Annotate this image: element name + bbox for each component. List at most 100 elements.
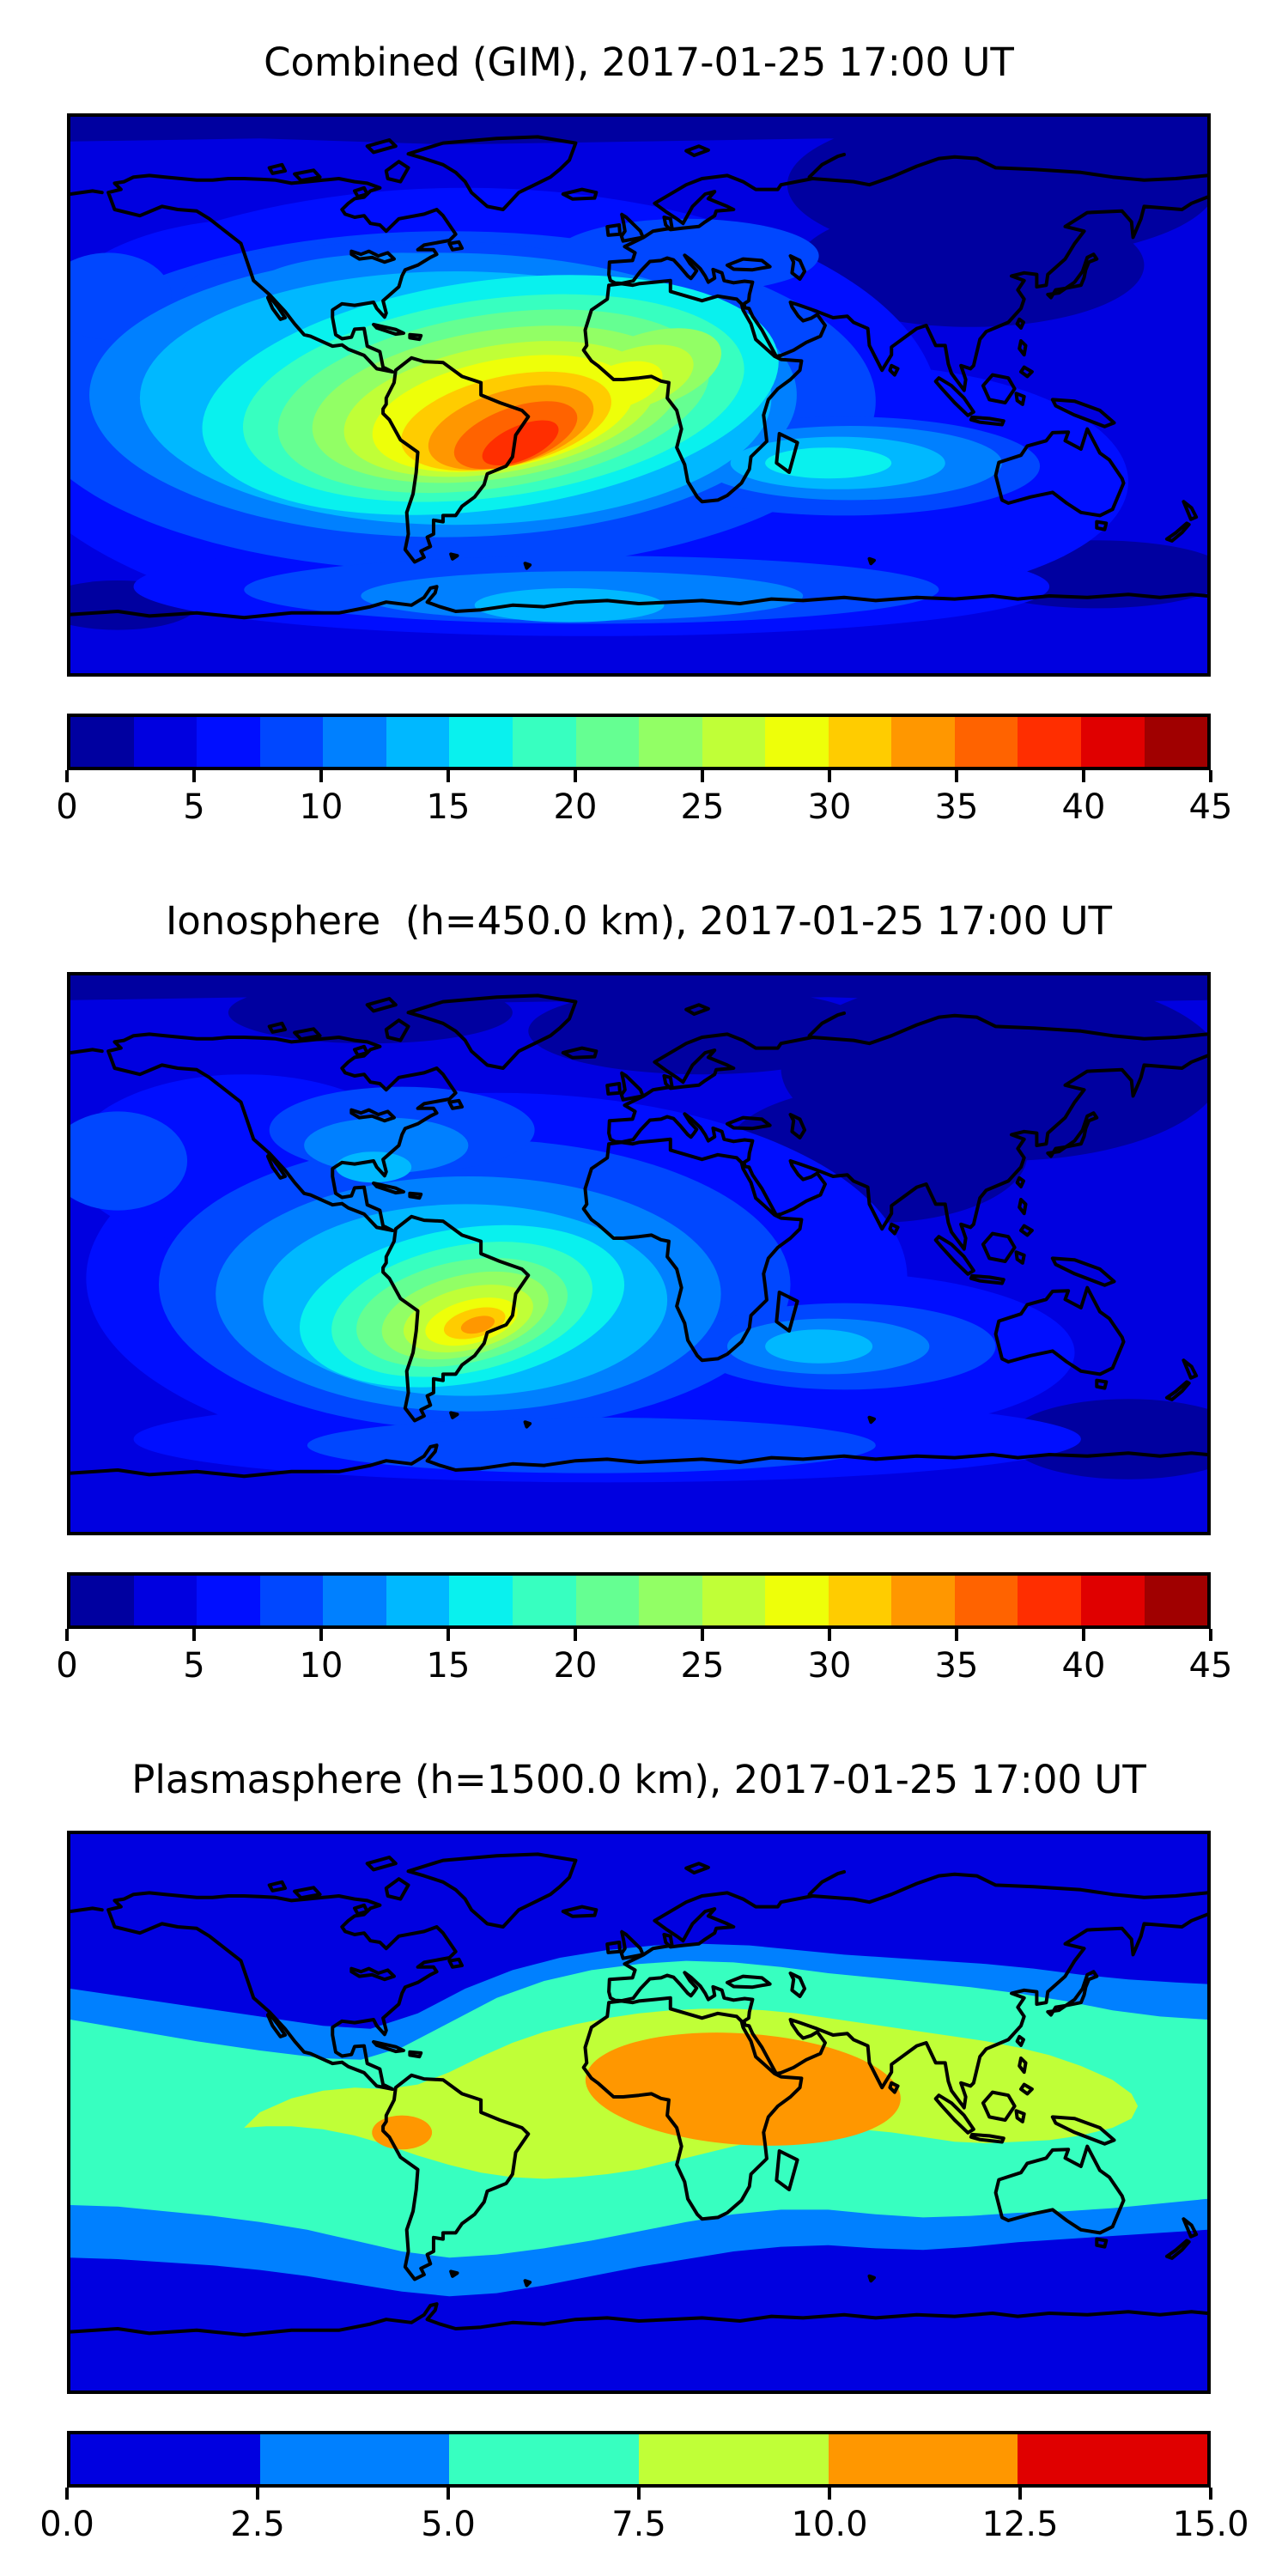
contour-band	[372, 2115, 433, 2150]
colorbar-segment	[323, 717, 386, 767]
colorbar-tick	[65, 1629, 69, 1641]
colorbar-tick	[1209, 1629, 1212, 1641]
colorbar-tick	[191, 1629, 196, 1641]
contour-band	[307, 1417, 876, 1473]
colorbar-segment	[197, 1576, 260, 1625]
colorbar-tick-label: 5	[183, 787, 205, 827]
colorbar-segment	[828, 717, 892, 767]
contour-band	[460, 1315, 495, 1334]
colorbar-segment	[197, 717, 260, 767]
contour-band	[528, 987, 876, 1075]
colorbar-segment	[1018, 1576, 1081, 1625]
colorbar-segment	[891, 1576, 955, 1625]
colorbar-segment	[259, 1576, 324, 1625]
colorbar-segment	[702, 717, 766, 767]
contour-band	[70, 1111, 188, 1211]
colorbar-tick-label: 15	[426, 787, 471, 827]
colorbar-tick-label: 10	[299, 1646, 343, 1686]
colorbar-tick	[1209, 2488, 1212, 2500]
colorbar-segment	[323, 1576, 386, 1625]
colorbar-ionosphere	[67, 1572, 1211, 1629]
colorbar-segment	[133, 1576, 197, 1625]
colorbar-segment	[1144, 717, 1208, 767]
colorbar-segment	[70, 1576, 134, 1625]
colorbar-segment	[828, 2434, 1018, 2484]
colorbar-segment	[386, 717, 450, 767]
colorbar-tick	[319, 1629, 323, 1641]
colorbar-segment	[702, 1576, 766, 1625]
colorbar-tick-label: 35	[934, 1646, 979, 1686]
colorbar-tick	[573, 1629, 577, 1641]
colorbar-segment	[954, 717, 1018, 767]
contour-map-ionosphere	[70, 975, 1207, 1532]
colorbar-tick	[1081, 1629, 1085, 1641]
colorbar-tick-label: 5	[183, 1646, 205, 1686]
colorbar-segment	[259, 2434, 450, 2484]
colorbar-tick-label: 25	[680, 1646, 725, 1686]
colorbar-tick-label: 40	[1061, 1646, 1106, 1686]
colorbar-segment	[765, 717, 829, 767]
colorbar-segment	[70, 717, 134, 767]
colorbar-tick	[701, 770, 704, 782]
colorbar-tick-label: 45	[1188, 787, 1233, 827]
contour-band	[482, 420, 559, 466]
colorbar-segment	[449, 1576, 513, 1625]
colorbar-tick-label: 30	[807, 1646, 852, 1686]
map-combined	[67, 113, 1211, 677]
colorbar-segment	[575, 1576, 640, 1625]
panel-plasmasphere: Plasmasphere (h=1500.0 km), 2017-01-25 1…	[0, 1717, 1288, 2576]
colorbar-tick	[65, 2488, 69, 2500]
colorbar-tick-label: 5.0	[421, 2505, 476, 2544]
contour-band	[765, 447, 892, 479]
colorbar-tick	[191, 770, 196, 782]
colorbar-segment	[259, 717, 324, 767]
colorbar-tick-label: 12.5	[981, 2505, 1059, 2544]
colorbar-segment	[449, 717, 513, 767]
colorbar-tick	[319, 770, 323, 782]
contour-band	[986, 117, 1207, 197]
colorbar-tick-label: 0	[56, 787, 78, 827]
panel-ionosphere: Ionosphere (h=450.0 km), 2017-01-25 17:0…	[0, 859, 1288, 1717]
colorbar-plasmasphere	[67, 2431, 1211, 2488]
colorbar-tick-label: 2.5	[230, 2505, 285, 2544]
colorbar-tick	[828, 770, 831, 782]
colorbar-segment	[1018, 2434, 1208, 2484]
colorbar-tick	[701, 1629, 704, 1641]
colorbar-segment	[954, 1576, 1018, 1625]
colorbar-tick-label: 25	[680, 787, 725, 827]
colorbar-segment	[1144, 1576, 1208, 1625]
colorbar-tick-label: 35	[934, 787, 979, 827]
colorbar-combined	[67, 714, 1211, 770]
colorbar-tick	[955, 1629, 958, 1641]
colorbar-tick	[1081, 770, 1085, 782]
colorbar-tick-label: 20	[553, 1646, 598, 1686]
colorbar-segment	[1018, 717, 1081, 767]
colorbar-tick-label: 10.0	[791, 2505, 868, 2544]
contour-map-combined	[70, 117, 1207, 673]
colorbar-ticks-combined: 0 5 10 15 20 25 30 35 40 45	[56, 770, 1232, 856]
colorbar-tick	[573, 770, 577, 782]
contour-band	[585, 2032, 901, 2146]
colorbar-tick-label: 20	[553, 787, 598, 827]
colorbar-tick-label: 40	[1061, 787, 1106, 827]
colorbar-tick	[828, 1629, 831, 1641]
contour-band	[335, 1151, 412, 1183]
colorbar-segment	[765, 1576, 829, 1625]
contour-band	[228, 981, 513, 1044]
colorbar-tick-label: 15.0	[1172, 2505, 1249, 2544]
colorbar-segment	[828, 1576, 892, 1625]
colorbar-tick	[447, 1629, 450, 1641]
colorbar-segment	[639, 1576, 702, 1625]
colorbar-tick	[1209, 770, 1212, 782]
colorbar-segment	[449, 2434, 640, 2484]
colorbar-tick	[447, 770, 450, 782]
panel-title: Ionosphere (h=450.0 km), 2017-01-25 17:0…	[165, 898, 1113, 944]
colorbar-segment	[575, 717, 640, 767]
panel-title: Plasmasphere (h=1500.0 km), 2017-01-25 1…	[131, 1757, 1146, 1802]
colorbar-segment	[891, 717, 955, 767]
colorbar-tick-label: 45	[1188, 1646, 1233, 1686]
colorbar-tick	[256, 2488, 259, 2500]
colorbar-tick	[447, 2488, 450, 2500]
colorbar-segment	[1081, 1576, 1145, 1625]
